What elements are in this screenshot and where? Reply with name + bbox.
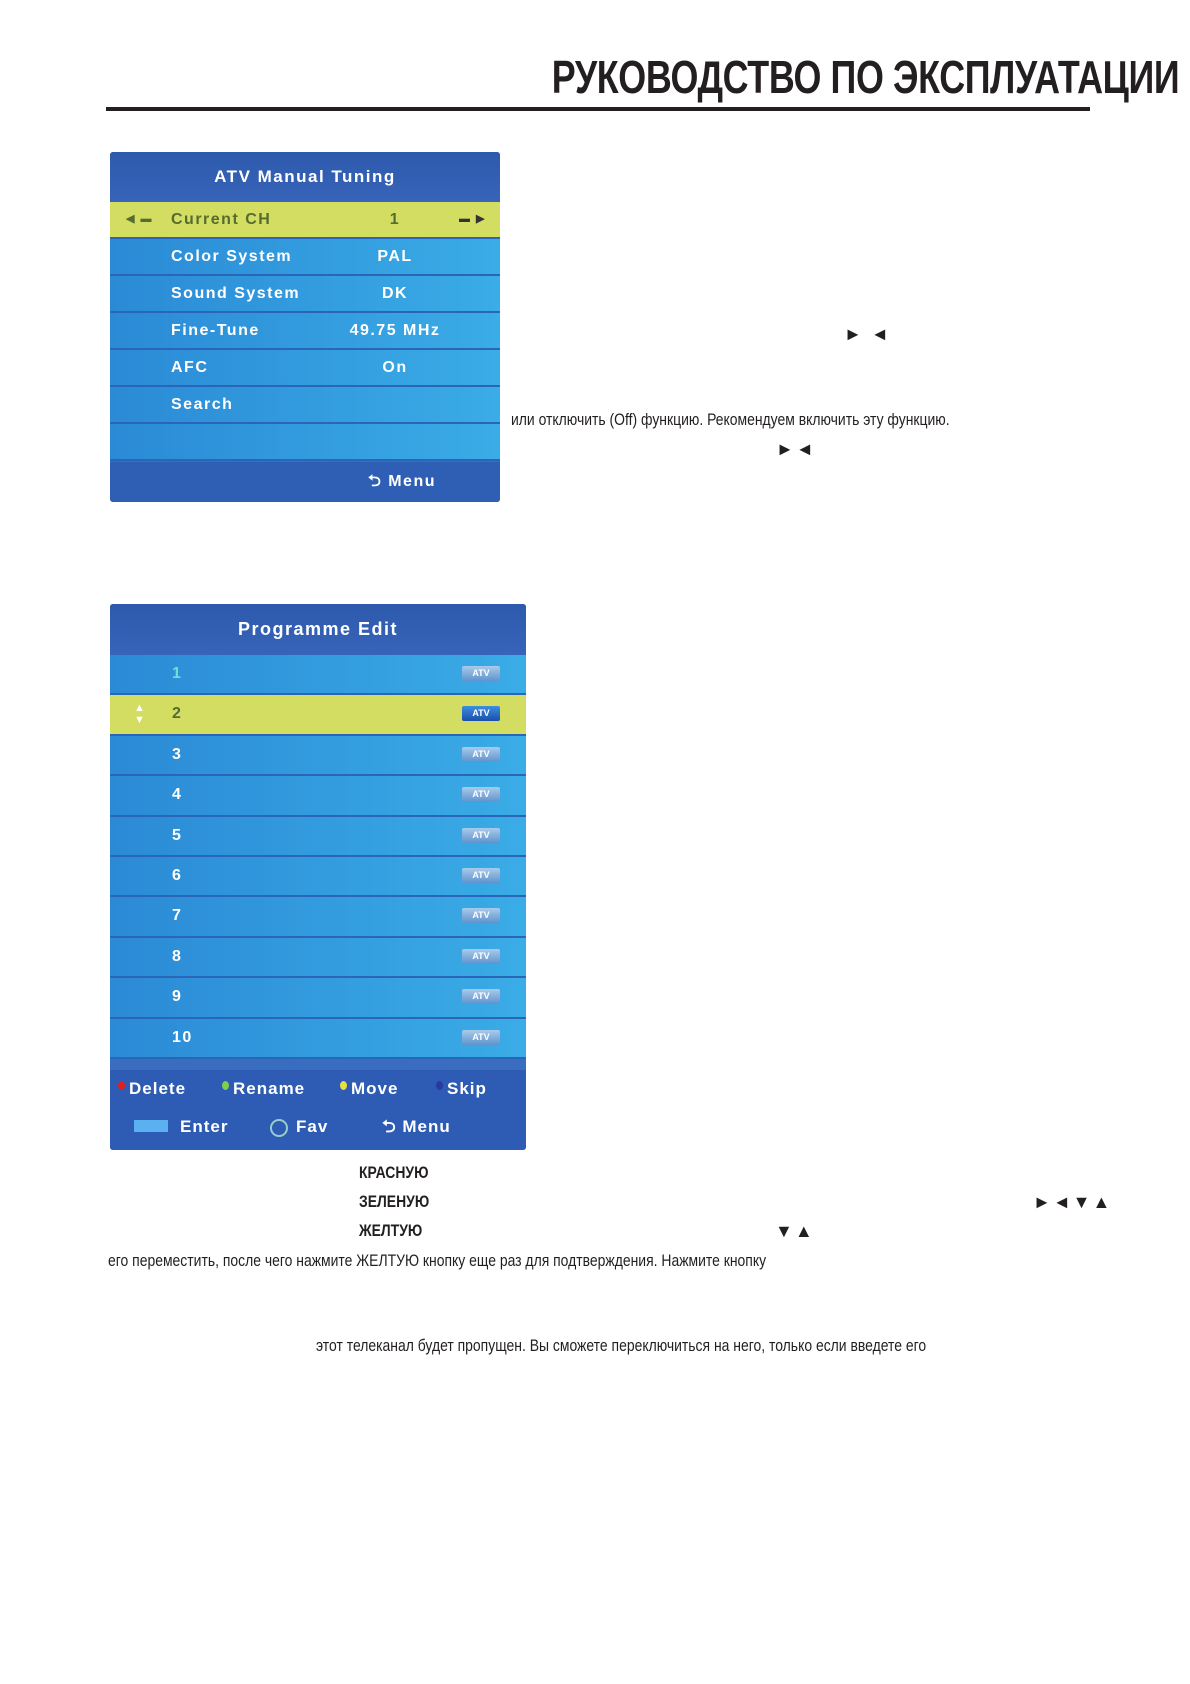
menu-key[interactable]: ⮌ Menu: [382, 1116, 451, 1138]
row-value: PAL: [377, 248, 413, 265]
atv-badge: ATV: [462, 787, 500, 803]
atv-badge: ATV: [462, 1029, 500, 1045]
key-legend: Delete Rename Move Skip Enter Fav ⮌ Menu: [110, 1070, 526, 1150]
programme-row[interactable]: 4 ATV: [110, 776, 526, 817]
skip-key[interactable]: Skip: [436, 1078, 487, 1100]
move-key[interactable]: Move: [340, 1078, 398, 1100]
skip-label: Skip: [447, 1079, 487, 1098]
menu-row-color-system[interactable]: Color System PAL: [110, 239, 500, 276]
atv-badge: ATV: [462, 827, 500, 843]
programme-row[interactable]: 9 ATV: [110, 978, 526, 1019]
up-down-icon: ▲ ▼: [134, 702, 147, 727]
programme-row[interactable]: 5 ATV: [110, 816, 526, 857]
menu-row-search[interactable]: Search: [110, 387, 500, 424]
skip-description: этот телеканал будет пропущен. Вы сможет…: [316, 1336, 927, 1355]
programme-number: 1: [172, 665, 183, 682]
enter-key[interactable]: Enter: [134, 1116, 228, 1138]
atv-badge: ATV: [462, 989, 500, 1005]
programme-row[interactable]: 8 ATV: [110, 937, 526, 979]
atv-manual-tuning-menu: ATV Manual Tuning ◀ ▬ Current CH 1 ▬ ▶ C…: [110, 152, 500, 502]
row-value: On: [382, 359, 408, 376]
enter-label: Enter: [180, 1117, 229, 1136]
delete-label: Delete: [129, 1079, 187, 1098]
menu-footer[interactable]: ⮌ Menu: [110, 462, 500, 502]
afc-description: или отключить (Off) функцию. Рекомендуем…: [511, 410, 950, 429]
programme-number: 5: [172, 826, 183, 844]
navigation-arrows-icon: ►◄▼▲: [1033, 1192, 1113, 1212]
programme-number: 6: [172, 866, 183, 884]
green-button-label: ЗЕЛЕНУЮ: [359, 1192, 430, 1211]
yellow-button-label: ЖЕЛТУЮ: [359, 1221, 423, 1240]
programme-row[interactable]: ▲ ▼ 2 ATV: [110, 695, 526, 736]
yellow-dot-icon: [340, 1081, 347, 1090]
rename-key[interactable]: Rename: [222, 1078, 305, 1100]
atv-badge: ATV: [462, 666, 500, 681]
row-label: Sound System: [171, 285, 301, 302]
row-label: Search: [171, 396, 234, 413]
menu-row-sound-system[interactable]: Sound System DK: [110, 276, 500, 313]
left-arrow-icon: ◀ ▬: [126, 213, 154, 225]
row-value: 49.75 MHz: [349, 322, 441, 339]
programme-row[interactable]: 1 ATV: [110, 655, 526, 696]
row-label: Current CH: [171, 211, 272, 228]
header-divider: [106, 107, 1090, 111]
menu-label: Menu: [388, 473, 436, 490]
fav-icon: [270, 1118, 288, 1137]
return-icon: ⮌: [367, 473, 389, 490]
rename-label: Rename: [233, 1079, 306, 1098]
atv-badge: ATV: [462, 746, 500, 762]
right-left-arrows-icon: ► ◄: [844, 324, 891, 344]
return-icon: ⮌: [382, 1117, 403, 1136]
row-label: AFC: [171, 359, 209, 376]
fav-key[interactable]: Fav: [270, 1116, 328, 1138]
programme-number: 3: [172, 745, 183, 763]
atv-badge: ATV: [462, 706, 500, 722]
programme-number: 4: [172, 786, 183, 804]
programme-number: 2: [172, 705, 183, 723]
menu-label: Menu: [402, 1117, 451, 1136]
programme-number: 7: [172, 907, 183, 925]
programme-number: 9: [172, 988, 183, 1006]
atv-badge: ATV: [462, 867, 500, 883]
fav-label: Fav: [296, 1117, 329, 1136]
row-label: Fine-Tune: [171, 322, 260, 339]
menu-title: ATV Manual Tuning: [110, 152, 500, 202]
move-description: его переместить, после чего нажмите ЖЕЛТ…: [108, 1251, 767, 1270]
right-arrow-icon: ▬ ▶: [458, 213, 486, 225]
row-label: Color System: [171, 248, 293, 265]
menu-title: Programme Edit: [110, 604, 526, 655]
menu-row-current-ch[interactable]: ◀ ▬ Current CH 1 ▬ ▶: [110, 202, 500, 239]
green-dot-icon: [222, 1081, 229, 1090]
atv-badge: ATV: [462, 948, 500, 964]
menu-row-fine-tune[interactable]: Fine-Tune 49.75 MHz: [110, 313, 500, 350]
enter-icon: [134, 1120, 168, 1132]
programme-edit-menu: Programme Edit 1 ATV ▲ ▼ 2 ATV 3 ATV 4 ATV 5 ATV 6 AT…: [110, 604, 526, 1150]
programme-row[interactable]: 10 ATV: [110, 1018, 526, 1059]
delete-key[interactable]: Delete: [118, 1078, 186, 1100]
atv-badge: ATV: [462, 908, 500, 924]
programme-row[interactable]: 3 ATV: [110, 735, 526, 777]
row-value: 1: [389, 211, 401, 228]
row-value: DK: [381, 285, 409, 302]
programme-number: 10: [172, 1028, 193, 1046]
right-left-arrows-icon: ►◄: [776, 439, 816, 459]
move-label: Move: [351, 1079, 399, 1098]
menu-row-empty: [110, 424, 500, 461]
red-button-label: КРАСНУЮ: [359, 1163, 429, 1182]
programme-number: 8: [172, 947, 183, 965]
red-dot-icon: [118, 1081, 125, 1090]
programme-row[interactable]: 7 ATV: [110, 897, 526, 938]
programme-row[interactable]: 6 ATV: [110, 856, 526, 898]
menu-row-afc[interactable]: AFC On: [110, 350, 500, 387]
blue-dot-icon: [436, 1081, 443, 1090]
up-down-arrows-icon: ▼▲: [775, 1221, 815, 1241]
page-title: РУКОВОДСТВО ПО ЭКСПЛУАТАЦИИ: [551, 51, 1180, 103]
